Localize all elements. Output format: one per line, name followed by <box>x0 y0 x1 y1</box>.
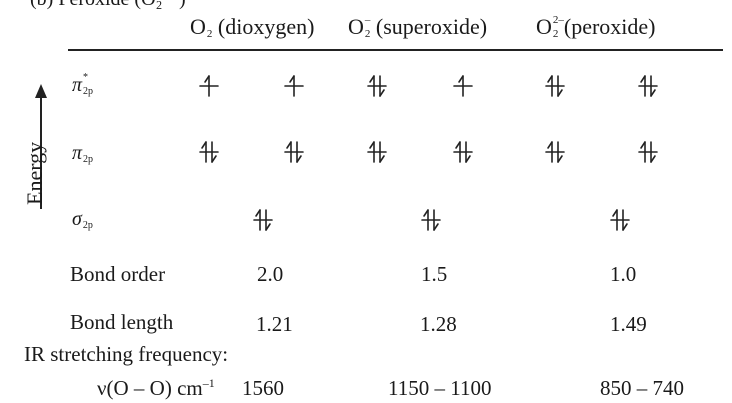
energy-arrow-head <box>35 84 47 98</box>
bond-order-label: Bond order <box>70 262 166 286</box>
header-dioxygen: O 2 (dioxygen) <box>190 14 314 40</box>
header-prefix: O <box>190 14 206 39</box>
level-label-pi-star: π * 2p <box>72 72 94 97</box>
header-prefix: O <box>536 14 552 39</box>
header-subscript: 2 <box>364 28 371 40</box>
bond-order-dioxygen: 2.0 <box>257 262 284 286</box>
orbital-pi-star-superoxide-2 <box>453 75 473 97</box>
level-star: * <box>83 72 89 83</box>
ir-value-dioxygen: 1560 <box>242 376 284 400</box>
top-fragment: (b) Peroxide (O₂²⁻) <box>30 0 186 11</box>
header-superoxide: O – 2 (superoxide) <box>348 14 487 40</box>
orbital-pi-star-dioxygen-2 <box>284 75 304 97</box>
level-subscript: 2p <box>83 154 94 165</box>
bond-length-dioxygen: 1.21 <box>256 312 293 336</box>
orbital-pi-peroxide-1 <box>545 141 565 163</box>
orbital-sigma-peroxide <box>610 209 630 231</box>
header-subscript: 2 <box>206 28 213 40</box>
ir-value-peroxide: 850 – 740 <box>600 376 684 400</box>
orbital-pi-dioxygen-1 <box>199 141 219 163</box>
ir-unit-text: ν(O – O) cm <box>97 376 203 400</box>
orbital-pi-star-peroxide-1 <box>545 75 565 97</box>
bond-order-superoxide: 1.5 <box>421 262 448 286</box>
orbital-pi-star-superoxide-1 <box>367 75 387 97</box>
ir-value-superoxide: 1150 – 1100 <box>388 376 492 400</box>
header-name: (dioxygen) <box>217 14 315 39</box>
bond-length-label: Bond length <box>70 310 174 334</box>
header-prefix: O <box>348 14 364 39</box>
orbital-pi-star-dioxygen-1 <box>199 75 219 97</box>
level-subscript: 2p <box>83 86 94 97</box>
bond-length-superoxide: 1.28 <box>420 312 457 336</box>
header-charge: 2– <box>552 14 564 26</box>
level-label-sigma: σ 2p <box>72 208 94 231</box>
bond-length-peroxide: 1.49 <box>610 312 647 336</box>
level-symbol: π <box>72 142 83 164</box>
orbital-pi-dioxygen-2 <box>284 141 304 163</box>
ir-label: IR stretching frequency: <box>24 342 229 366</box>
bond-order-peroxide: 1.0 <box>610 262 637 286</box>
orbital-sigma-superoxide <box>421 209 441 231</box>
header-name: (superoxide) <box>375 14 488 39</box>
orbital-sigma-dioxygen <box>253 209 273 231</box>
ir-unit-label: ν(O – O) cm–1 <box>97 376 215 401</box>
header-charge: – <box>364 14 371 26</box>
energy-arrow-shaft <box>40 96 42 209</box>
header-subscript: 2 <box>552 28 559 40</box>
level-symbol: σ <box>72 208 82 230</box>
orbital-pi-peroxide-2 <box>638 141 658 163</box>
header-name: (peroxide) <box>563 14 656 39</box>
orbital-pi-superoxide-1 <box>367 141 387 163</box>
header-peroxide: O 2– 2 (peroxide) <box>536 14 656 40</box>
header-rule <box>68 49 723 51</box>
ir-unit-exponent: –1 <box>202 376 215 390</box>
orbital-pi-superoxide-2 <box>453 141 473 163</box>
level-label-pi: π 2p <box>72 142 94 165</box>
level-subscript: 2p <box>82 220 93 231</box>
level-symbol: π <box>72 74 83 96</box>
orbital-pi-star-peroxide-2 <box>638 75 658 97</box>
